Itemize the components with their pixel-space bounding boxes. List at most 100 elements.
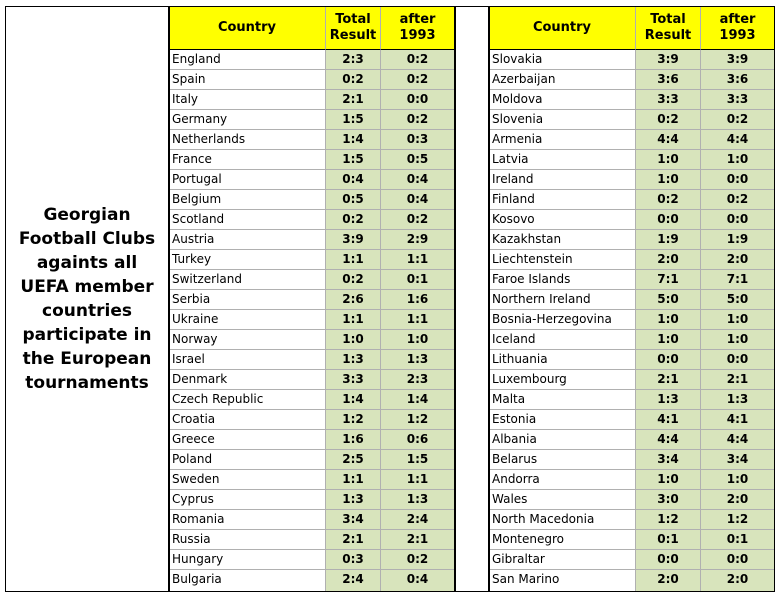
country-cell: Albania (489, 430, 636, 450)
country-cell: Iceland (489, 330, 636, 350)
result-cell: 1:3 (381, 490, 455, 510)
result-cell: 3:6 (701, 70, 775, 90)
result-cell: 0:5 (326, 190, 381, 210)
country-cell: Croatia (169, 410, 326, 430)
country-cell: Finland (489, 190, 636, 210)
result-cell: 2:3 (326, 50, 381, 70)
country-cell: Turkey (169, 250, 326, 270)
result-cell: 3:0 (636, 490, 701, 510)
country-cell: Denmark (169, 370, 326, 390)
result-cell: 2:1 (381, 530, 455, 550)
result-cell: 4:4 (701, 430, 775, 450)
result-cell: 0:0 (701, 550, 775, 570)
title: Georgian Football Clubs againts all UEFA… (5, 6, 169, 592)
result-cell: 3:3 (701, 90, 775, 110)
result-cell: 0:0 (636, 350, 701, 370)
result-cell: 2:1 (636, 370, 701, 390)
country-cell: Romania (169, 510, 326, 530)
country-cell: Luxembourg (489, 370, 636, 390)
country-cell: Northern Ireland (489, 290, 636, 310)
result-cell: 2:1 (701, 370, 775, 390)
result-cell: 2:9 (381, 230, 455, 250)
result-cell: 1:2 (636, 510, 701, 530)
result-cell: 0:2 (636, 190, 701, 210)
result-cell: 3:9 (701, 50, 775, 70)
country-cell: Montenegro (489, 530, 636, 550)
result-cell: 2:1 (326, 530, 381, 550)
country-cell: Armenia (489, 130, 636, 150)
country-cell: Spain (169, 70, 326, 90)
result-cell: 1:4 (326, 130, 381, 150)
country-cell: Cyprus (169, 490, 326, 510)
country-cell: Malta (489, 390, 636, 410)
result-cell: 0:0 (701, 170, 775, 190)
result-cell: 0:2 (381, 210, 455, 230)
result-cell: 1:0 (701, 470, 775, 490)
result-cell: 1:0 (636, 170, 701, 190)
country-cell: Kosovo (489, 210, 636, 230)
country-cell: Lithuania (489, 350, 636, 370)
country-cell: France (169, 150, 326, 170)
country-cell: Moldova (489, 90, 636, 110)
result-cell: 4:4 (636, 430, 701, 450)
country-cell: Russia (169, 530, 326, 550)
result-cell: 1:0 (326, 330, 381, 350)
result-cell: 4:4 (636, 130, 701, 150)
result-cell: 1:9 (636, 230, 701, 250)
country-cell: Netherlands (169, 130, 326, 150)
result-cell: 2:4 (381, 510, 455, 530)
column-header: after 1993 (701, 6, 775, 50)
result-cell: 2:3 (381, 370, 455, 390)
country-cell: North Macedonia (489, 510, 636, 530)
result-cell: 0:4 (381, 190, 455, 210)
result-cell: 0:2 (381, 550, 455, 570)
country-cell: Germany (169, 110, 326, 130)
country-cell: Bulgaria (169, 570, 326, 592)
country-cell: San Marino (489, 570, 636, 592)
column-header: Total Result (636, 6, 701, 50)
result-cell: 0:1 (636, 530, 701, 550)
result-cell: 5:0 (636, 290, 701, 310)
country-cell: Slovakia (489, 50, 636, 70)
result-cell: 1:1 (326, 250, 381, 270)
result-cell: 0:2 (326, 270, 381, 290)
result-cell: 2:1 (326, 90, 381, 110)
country-cell: Hungary (169, 550, 326, 570)
result-cell: 1:4 (326, 390, 381, 410)
result-cell: 0:2 (326, 70, 381, 90)
country-cell: Austria (169, 230, 326, 250)
country-cell: Estonia (489, 410, 636, 430)
country-cell: Norway (169, 330, 326, 350)
result-cell: 0:1 (701, 530, 775, 550)
result-cell: 4:4 (701, 130, 775, 150)
result-cell: 0:4 (381, 570, 455, 592)
result-cell: 0:6 (381, 430, 455, 450)
country-cell: Greece (169, 430, 326, 450)
result-cell: 0:2 (636, 110, 701, 130)
result-cell: 1:0 (701, 330, 775, 350)
result-cell: 0:0 (636, 550, 701, 570)
result-cell: 1:2 (701, 510, 775, 530)
result-cell: 5:0 (701, 290, 775, 310)
result-cell: 2:6 (326, 290, 381, 310)
result-cell: 1:4 (381, 390, 455, 410)
column-header: after 1993 (381, 6, 455, 50)
result-cell: 7:1 (701, 270, 775, 290)
result-cell: 1:0 (381, 330, 455, 350)
result-cell: 1:1 (381, 250, 455, 270)
result-cell: 1:0 (636, 470, 701, 490)
result-cell: 2:0 (701, 250, 775, 270)
result-cell: 3:3 (636, 90, 701, 110)
result-cell: 0:4 (381, 170, 455, 190)
result-cell: 1:1 (381, 310, 455, 330)
country-cell: Liechtenstein (489, 250, 636, 270)
country-cell: Ireland (489, 170, 636, 190)
country-cell: Azerbaijan (489, 70, 636, 90)
result-cell: 0:2 (381, 50, 455, 70)
result-cell: 7:1 (636, 270, 701, 290)
country-cell: Ukraine (169, 310, 326, 330)
country-cell: Belarus (489, 450, 636, 470)
result-cell: 3:6 (636, 70, 701, 90)
result-cell: 1:3 (381, 350, 455, 370)
